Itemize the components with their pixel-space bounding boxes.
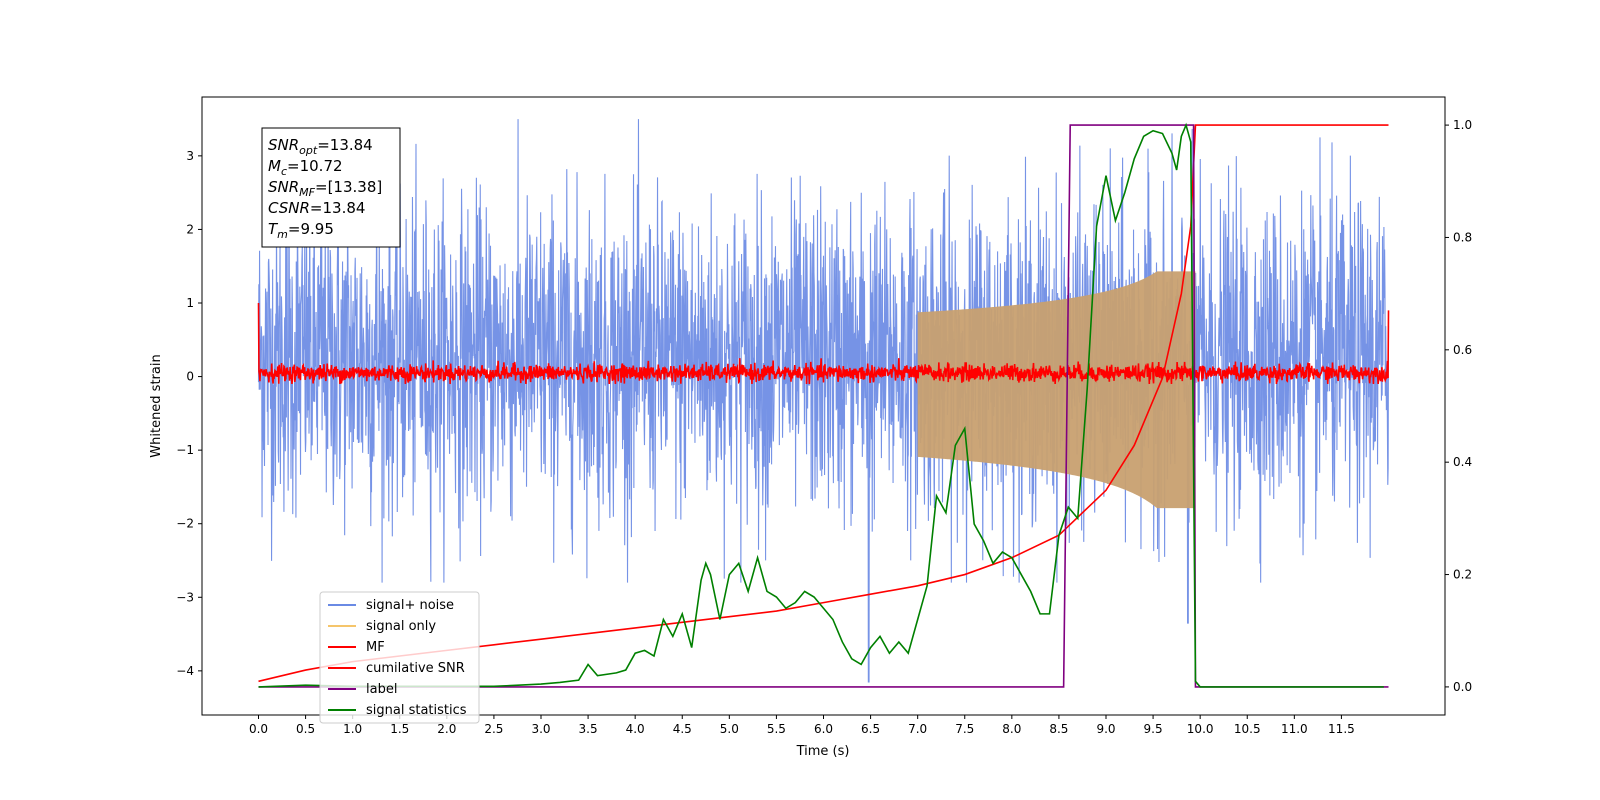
legend-label: signal+ noise <box>366 598 454 613</box>
series-signal-only <box>917 271 1196 509</box>
y-tick-label: 2 <box>186 222 194 236</box>
x-tick-label: 1.5 <box>390 722 409 736</box>
y-right-tick-label: 0.0 <box>1453 680 1472 694</box>
plot-area <box>257 119 1390 688</box>
x-tick-label: 10.0 <box>1187 722 1214 736</box>
y-tick-label: 1 <box>186 296 194 310</box>
legend-label: cumilative SNR <box>366 661 465 676</box>
y-tick-label: −4 <box>176 664 194 678</box>
annotation-line: SNRMF=[13.38] <box>268 178 382 199</box>
annotation-line: Mc=10.72 <box>268 157 343 178</box>
x-tick-label: 4.0 <box>626 722 645 736</box>
x-tick-label: 9.0 <box>1096 722 1115 736</box>
x-axis-label: Time (s) <box>796 744 850 759</box>
y-tick-label: 3 <box>186 149 194 163</box>
y-right-tick-label: 1.0 <box>1453 118 1472 132</box>
x-tick-label: 0.0 <box>249 722 268 736</box>
x-tick-label: 10.5 <box>1234 722 1261 736</box>
y-tick-label: 0 <box>186 370 194 384</box>
y-axis-left: 3 2 1 0 −1 −2 −3 −4 <box>176 149 202 678</box>
legend-label: label <box>366 682 397 697</box>
x-tick-label: 2.5 <box>484 722 503 736</box>
annotation-line: CSNR=13.84 <box>268 199 365 217</box>
y-right-tick-label: 0.2 <box>1453 568 1472 582</box>
x-tick-label: 4.5 <box>673 722 692 736</box>
annotation-line: SNRopt=13.84 <box>268 136 373 157</box>
x-tick-label: 7.0 <box>908 722 927 736</box>
series-mf <box>257 302 1390 385</box>
series-signal-plus-noise <box>257 119 1390 683</box>
y-tick-label: −2 <box>176 517 194 531</box>
x-tick-label: 7.5 <box>955 722 974 736</box>
y-right-tick-label: 0.4 <box>1453 455 1472 469</box>
annotation-line: Tm=9.95 <box>268 220 334 241</box>
x-tick-label: 3.0 <box>531 722 550 736</box>
signal-plus-noise-line <box>257 119 1390 683</box>
x-tick-label: 5.5 <box>767 722 786 736</box>
legend: signal+ noise signal only MF cumilative SNR… <box>319 591 480 724</box>
x-tick-label: 1.0 <box>343 722 362 736</box>
x-tick-label: 0.5 <box>296 722 315 736</box>
x-tick-label: 8.0 <box>1002 722 1021 736</box>
y-tick-label: −3 <box>176 590 194 604</box>
y-tick-label: −1 <box>176 443 194 457</box>
x-tick-label: 6.5 <box>861 722 880 736</box>
mf-line <box>257 302 1390 385</box>
signal-only-chirp <box>917 271 1196 509</box>
y-axis-label: Whitened strain <box>149 354 164 457</box>
x-tick-label: 9.5 <box>1144 722 1163 736</box>
x-axis: 0.0 0.5 1.0 1.5 2.0 2.5 3.0 3.5 4.0 4.5 5.0 5.5 6.0 6… <box>249 715 1355 736</box>
legend-label: signal only <box>366 619 436 634</box>
legend-frame <box>319 591 480 724</box>
y-axis-right: 1.0 0.8 0.6 0.4 0.2 0.0 <box>1445 118 1472 694</box>
x-tick-label: 8.5 <box>1049 722 1068 736</box>
y-right-tick-label: 0.8 <box>1453 230 1472 244</box>
stats-annotation-box: SNRopt=13.84Mc=10.72SNRMF=[13.38]CSNR=13… <box>261 127 401 248</box>
y-right-tick-label: 0.6 <box>1453 343 1472 357</box>
annotation-box-frame <box>261 127 401 248</box>
x-tick-label: 2.0 <box>437 722 456 736</box>
legend-label: signal statistics <box>366 703 467 718</box>
signal-statistics-line <box>258 122 1384 688</box>
x-tick-label: 11.0 <box>1281 722 1308 736</box>
x-tick-label: 11.5 <box>1328 722 1355 736</box>
legend-label: MF <box>366 640 385 655</box>
x-tick-label: 6.0 <box>814 722 833 736</box>
x-tick-label: 3.5 <box>579 722 598 736</box>
x-tick-label: 5.0 <box>720 722 739 736</box>
